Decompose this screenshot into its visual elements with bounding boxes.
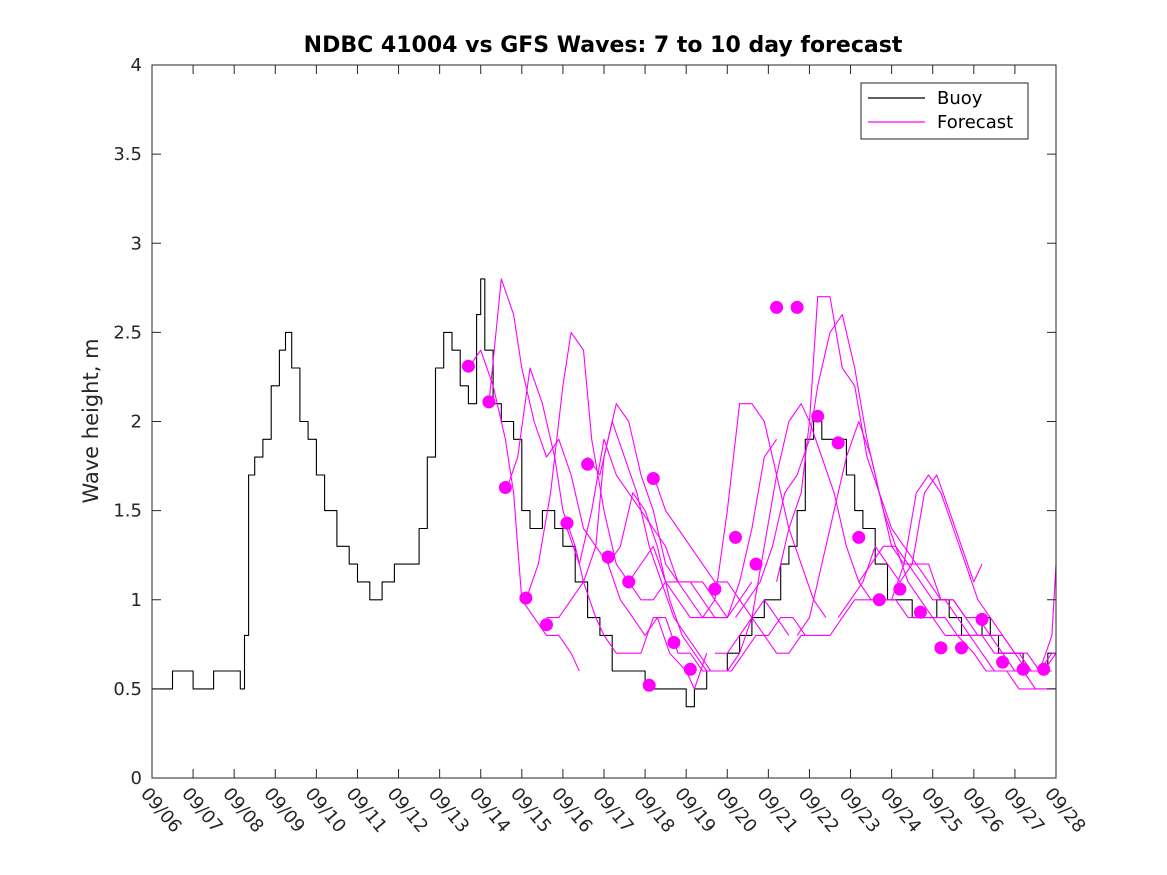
forecast-marker (601, 550, 615, 564)
forecast-marker (913, 605, 927, 619)
series-line-forecast-10 (652, 474, 826, 654)
series-line-forecast-14 (796, 420, 1057, 672)
forecast-marker (560, 516, 574, 530)
forecast-marker (1016, 662, 1030, 676)
series-layer (152, 278, 1057, 708)
legend-box (860, 82, 1029, 140)
forecast-marker (831, 436, 845, 450)
series-line-forecast-5 (546, 403, 753, 619)
plot-area (152, 65, 1056, 778)
forecast-marker (872, 593, 886, 607)
forecast-marker (646, 472, 660, 485)
series-line-forecast-8 (607, 492, 806, 672)
forecast-marker (852, 530, 866, 544)
y-tick-label: 1.5 (113, 501, 142, 522)
y-tick-label: 0.5 (113, 679, 142, 700)
series-line-forecast-3 (504, 367, 715, 672)
forecast-marker (498, 481, 512, 494)
forecast-marker (811, 409, 825, 423)
y-tick-label: 3.5 (113, 144, 142, 165)
y-tick-label: 2 (131, 412, 142, 433)
forecast-marker (683, 662, 697, 676)
series-line-forecast-13 (776, 296, 1056, 672)
forecast-marker (770, 300, 784, 314)
forecast-marker (955, 641, 968, 655)
y-tick-label: 4 (131, 55, 142, 76)
series-line-forecast-4 (525, 331, 728, 619)
legend-label-buoy: Buoy (937, 88, 983, 109)
forecast-marker (519, 591, 533, 605)
series-line-buoy (152, 278, 1056, 708)
legend-label-forecast: Forecast (937, 112, 1013, 133)
forecast-marker (975, 612, 989, 626)
forecast-marker (729, 530, 742, 544)
chart-title: NDBC 41004 vs GFS Waves: 7 to 10 day for… (304, 33, 903, 58)
series-line-forecast-6 (566, 438, 778, 619)
forecast-marker (1037, 662, 1051, 676)
forecast-marker (642, 678, 656, 692)
forecast-marker (996, 655, 1010, 669)
forecast-marker (482, 395, 496, 409)
forecast-marker (622, 575, 636, 589)
forecast-marker (708, 582, 722, 596)
forecast-marker (581, 457, 595, 471)
axes-background (152, 65, 1056, 778)
forecast-marker (461, 359, 475, 373)
y-tick-label: 2.5 (113, 322, 142, 343)
forecast-marker (934, 641, 948, 655)
y-tick-label: 3 (131, 233, 142, 254)
forecast-marker (790, 300, 804, 314)
legend: Buoy Forecast (860, 82, 1029, 140)
series-line-forecast-15 (817, 474, 1057, 672)
series-line-forecast-7 (587, 420, 790, 672)
series-line-forecast-16 (837, 474, 983, 618)
y-tick-label: 1 (131, 590, 142, 611)
forecast-marker (749, 557, 763, 571)
series-line-forecast-17 (858, 545, 1056, 690)
forecast-marker (540, 618, 553, 632)
y-axis: 0 0.5 1 1.5 2 2.5 3 3.5 4 (113, 55, 1056, 789)
y-tick-label: 0 (131, 768, 142, 789)
marker-layer (461, 300, 1051, 692)
forecast-marker (893, 582, 907, 596)
series-line-forecast-9 (628, 403, 827, 619)
forecast-marker (667, 636, 681, 649)
y-axis-label: Wave height, m (79, 338, 103, 503)
series-line-forecast-12 (735, 314, 1052, 672)
